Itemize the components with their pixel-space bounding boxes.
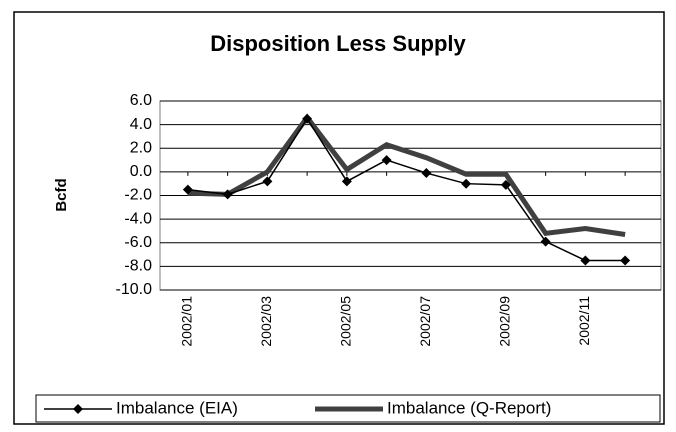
- data-point: [341, 176, 352, 187]
- data-point: [500, 179, 511, 190]
- y-axis-label: Bcfd: [53, 178, 70, 211]
- series-line: [187, 117, 626, 262]
- y-tick-label: -8.0: [124, 258, 152, 275]
- x-tick-label: 2002/01: [179, 296, 195, 347]
- x-tick-label: 2002/03: [258, 296, 274, 347]
- data-point: [302, 113, 313, 124]
- y-tick-label: 4.0: [130, 116, 152, 133]
- legend-label: Imbalance (Q-Report): [387, 398, 551, 417]
- legend-marker: [73, 404, 83, 414]
- series-line: [187, 113, 626, 237]
- y-tick-label: -2.0: [124, 187, 152, 204]
- x-tick-label: 2002/09: [497, 296, 513, 347]
- x-tick-label: 2002/05: [338, 296, 354, 347]
- y-tick-label: -6.0: [124, 234, 152, 251]
- data-point: [262, 176, 273, 187]
- data-point: [540, 236, 551, 247]
- data-point: [461, 178, 472, 189]
- data-point: [381, 155, 392, 166]
- data-point: [580, 255, 591, 266]
- y-tick-label: -4.0: [124, 210, 152, 227]
- data-point: [182, 184, 193, 195]
- x-tick-label: 2002/11: [576, 296, 592, 346]
- chart-title: Disposition Less Supply: [210, 31, 466, 56]
- legend-label: Imbalance (EIA): [116, 398, 238, 417]
- data-point: [620, 255, 631, 266]
- x-tick-label: 2002/07: [417, 296, 433, 347]
- y-tick-label: -10.0: [116, 281, 153, 298]
- data-point: [421, 168, 432, 179]
- y-tick-label: 6.0: [130, 92, 152, 109]
- data-point: [222, 189, 233, 200]
- y-tick-label: 2.0: [130, 139, 152, 156]
- y-tick-label: 0.0: [130, 163, 152, 180]
